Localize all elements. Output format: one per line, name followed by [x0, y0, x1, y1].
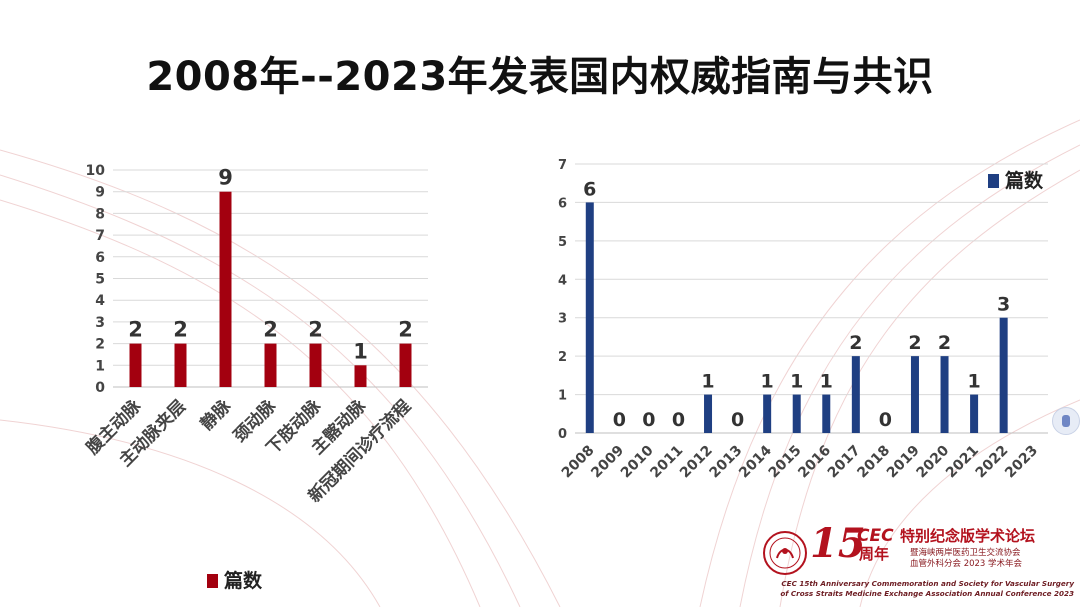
x-tick-label: 2008 [559, 443, 598, 482]
bar [910, 356, 919, 433]
bar [585, 202, 594, 433]
scroll-icon [1062, 415, 1070, 427]
x-tick-label: 2011 [647, 443, 686, 482]
y-tick-label: 1 [558, 389, 567, 404]
bar [174, 343, 187, 387]
y-tick-label: 8 [95, 206, 105, 222]
logo-number: 15 [810, 520, 866, 567]
logo-anniversary: 周年 [859, 545, 890, 563]
data-label: 9 [218, 166, 233, 190]
legend-label: 篇数 [224, 570, 263, 592]
y-tick-label: 6 [558, 196, 567, 211]
x-tick-label: 2023 [1002, 443, 1041, 482]
data-label: 1 [353, 339, 368, 363]
x-tick-label: 2013 [707, 443, 746, 482]
y-tick-label: 0 [95, 380, 105, 396]
scroll-button[interactable] [1052, 407, 1080, 435]
data-label: 2 [908, 332, 921, 354]
y-tick-label: 1 [95, 358, 105, 374]
y-tick-label: 6 [95, 250, 105, 266]
bar [940, 356, 949, 433]
data-label: 1 [820, 371, 833, 393]
data-label: 1 [967, 371, 980, 393]
data-label: 1 [790, 371, 803, 393]
x-tick-label: 2016 [795, 443, 834, 482]
data-label: 0 [613, 409, 626, 431]
data-label: 2 [263, 318, 278, 342]
data-label: 2 [308, 318, 323, 342]
y-tick-label: 4 [95, 293, 105, 309]
page-title: 2008年--2023年发表国内权威指南与共识 [146, 54, 934, 100]
bar [354, 365, 367, 387]
bar [999, 317, 1008, 433]
conference-logo: 15 CEC 周年 特别纪念版学术论坛 暨海峡两岸医药卫生交流协会 血管外科分会… [758, 524, 1076, 604]
x-tick-label: 2017 [825, 443, 864, 482]
x-tick-label: 2019 [884, 443, 923, 482]
x-tick-label: 2015 [766, 443, 805, 482]
y-tick-label: 0 [558, 427, 567, 442]
x-tick-label: 2022 [973, 443, 1012, 482]
data-label: 0 [642, 409, 655, 431]
data-label: 1 [761, 371, 774, 393]
y-tick-label: 5 [95, 272, 105, 288]
data-label: 2 [398, 318, 413, 342]
logo-cec: CEC [857, 526, 894, 546]
bar [399, 343, 412, 387]
logo-main-title: 特别纪念版学术论坛 [900, 527, 1036, 545]
legend-year-chart: 篇数 [988, 166, 1043, 193]
data-label: 0 [731, 409, 744, 431]
y-tick-label: 10 [86, 163, 106, 179]
data-label: 0 [879, 409, 892, 431]
legend-category-chart: 篇数 [207, 566, 262, 593]
bar [219, 191, 232, 387]
y-tick-label: 2 [95, 337, 105, 353]
logo-english-1: CEC 15th Anniversary Commemoration and S… [781, 579, 1074, 588]
bar [851, 356, 860, 433]
x-tick-label: 2018 [854, 443, 893, 482]
data-label: 2 [173, 318, 188, 342]
y-tick-label: 9 [95, 185, 105, 201]
y-tick-label: 7 [558, 158, 567, 173]
bar [822, 394, 831, 433]
bar [309, 343, 322, 387]
y-tick-label: 7 [95, 228, 105, 244]
y-tick-label: 2 [558, 350, 567, 365]
data-label: 2 [938, 332, 951, 354]
y-tick-label: 3 [558, 312, 567, 327]
x-tick-label: 2012 [677, 443, 716, 482]
data-label: 1 [701, 371, 714, 393]
data-label: 3 [997, 294, 1010, 316]
x-tick-label: 2020 [913, 442, 952, 481]
y-tick-label: 4 [558, 273, 567, 288]
legend-swatch-blue [988, 174, 999, 188]
logo-english-2: of Cross Straits Medicine Exchange Assoc… [780, 589, 1074, 598]
x-tick-label: 2009 [588, 443, 627, 482]
bar [704, 394, 713, 433]
data-label: 2 [849, 332, 862, 354]
bar [970, 394, 979, 433]
logo-subtitle-1: 暨海峡两岸医药卫生交流协会 [910, 548, 1021, 558]
data-label: 0 [672, 409, 685, 431]
seal-icon [763, 531, 807, 575]
legend-swatch-red [207, 574, 218, 588]
x-tick-label: 2010 [618, 442, 657, 481]
legend-label: 篇数 [1005, 170, 1044, 192]
logo-subtitle-2: 血管外科分会 2023 学术年会 [910, 559, 1023, 569]
data-label: 2 [128, 318, 143, 342]
y-tick-label: 5 [558, 235, 567, 250]
y-tick-label: 3 [95, 315, 105, 331]
data-label: 6 [583, 178, 596, 200]
bar [792, 394, 801, 433]
bar [264, 343, 277, 387]
x-tick-label: 2014 [736, 442, 775, 481]
bar [763, 394, 772, 433]
x-tick-label: 2021 [943, 443, 982, 482]
bar [129, 343, 142, 387]
